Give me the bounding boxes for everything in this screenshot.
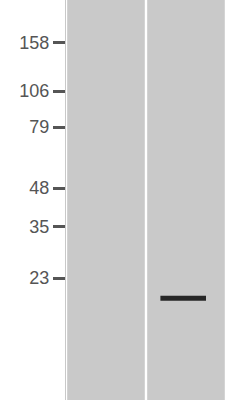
svg-text:35: 35 <box>29 217 49 237</box>
svg-text:158: 158 <box>19 32 49 52</box>
svg-text:48: 48 <box>29 178 49 198</box>
svg-text:106: 106 <box>19 81 49 101</box>
svg-text:79: 79 <box>29 117 49 137</box>
svg-text:23: 23 <box>29 268 49 288</box>
